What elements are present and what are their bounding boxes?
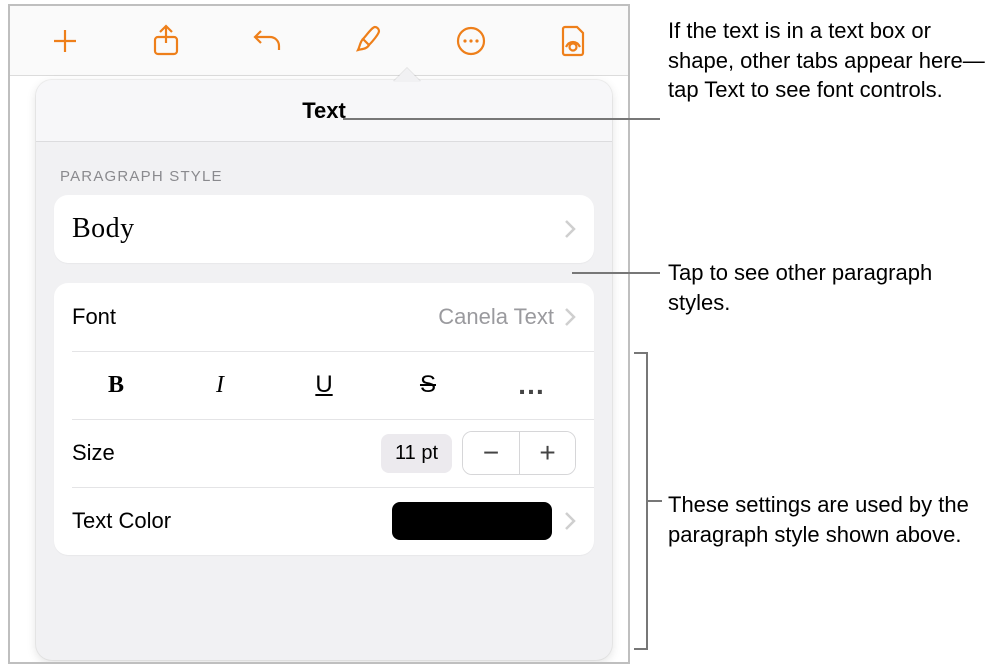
- popover-body: PARAGRAPH STYLE Body Font Canela Text: [36, 142, 612, 660]
- popover-title: Text: [302, 98, 346, 124]
- paragraph-style-card: Body: [54, 195, 594, 263]
- size-row: Size 11 pt − +: [54, 419, 594, 487]
- callout-bracket: [634, 352, 648, 650]
- format-button[interactable]: [326, 13, 414, 69]
- callout-settings-group: These settings are used by the paragraph…: [668, 490, 988, 549]
- document-view-button[interactable]: [529, 13, 617, 69]
- more-circle-icon: [455, 25, 487, 57]
- format-popover: Text PARAGRAPH STYLE Body Font Canela Te…: [36, 80, 612, 660]
- size-value: 11 pt: [381, 434, 452, 473]
- share-icon: [151, 24, 181, 58]
- callout-paragraph-style: Tap to see other paragraph styles.: [668, 258, 968, 317]
- share-button[interactable]: [122, 13, 210, 69]
- font-settings-card: Font Canela Text B I U S … Size: [54, 283, 594, 555]
- callout-leader: [648, 500, 662, 502]
- size-decrement-button[interactable]: −: [463, 432, 519, 474]
- popover-arrow: [393, 68, 421, 82]
- paragraph-style-row[interactable]: Body: [54, 195, 594, 263]
- underline-button[interactable]: U: [272, 371, 376, 399]
- size-stepper: − +: [462, 431, 576, 475]
- bold-button[interactable]: B: [64, 372, 168, 399]
- callout-leader: [572, 272, 660, 274]
- font-value: Canela Text: [438, 304, 554, 330]
- italic-button[interactable]: I: [168, 372, 272, 399]
- paintbrush-icon: [355, 24, 385, 58]
- chevron-right-icon: [564, 511, 576, 531]
- chevron-right-icon: [564, 307, 576, 327]
- paragraph-style-label: PARAGRAPH STYLE: [60, 168, 588, 185]
- text-color-label: Text Color: [72, 508, 171, 534]
- callout-leader: [343, 118, 660, 120]
- size-increment-button[interactable]: +: [519, 432, 575, 474]
- undo-icon: [251, 26, 285, 56]
- doc-view-icon: [558, 24, 588, 58]
- toolbar: [10, 6, 628, 76]
- text-style-row: B I U S …: [54, 351, 594, 419]
- callout-text-tab: If the text is in a text box or shape, o…: [668, 16, 998, 105]
- font-row[interactable]: Font Canela Text: [54, 283, 594, 351]
- plus-icon: [49, 25, 81, 57]
- text-color-row[interactable]: Text Color: [54, 487, 594, 555]
- size-label: Size: [72, 440, 115, 466]
- strikethrough-button[interactable]: S: [376, 371, 480, 399]
- popover-tab-text[interactable]: Text: [36, 80, 612, 142]
- undo-button[interactable]: [224, 13, 312, 69]
- more-text-options-button[interactable]: …: [480, 369, 584, 401]
- app-panel: Text PARAGRAPH STYLE Body Font Canela Te…: [8, 4, 630, 664]
- more-button[interactable]: [427, 13, 515, 69]
- chevron-right-icon: [564, 219, 576, 239]
- font-label: Font: [72, 304, 116, 330]
- paragraph-style-value: Body: [72, 213, 135, 245]
- add-button[interactable]: [21, 13, 109, 69]
- text-color-swatch[interactable]: [392, 502, 552, 540]
